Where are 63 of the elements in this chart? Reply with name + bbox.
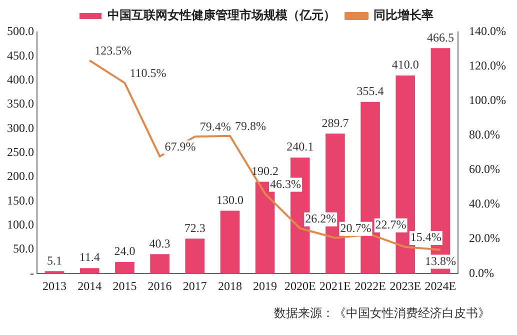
data-label: 410.0 [392,58,419,72]
data-label: 46.3% [270,176,302,191]
data-label: 289.7 [322,116,349,130]
data-label: 355.4 [356,84,384,98]
x-tick-label: 2015 [112,278,137,293]
bar [185,238,205,274]
data-label: 5.1 [47,253,62,268]
data-label: 11.4 [79,250,100,264]
y-tick-label: 150.0 [7,193,34,208]
x-tick-label: 2020E [284,278,316,293]
data-label: 466.5 [426,30,454,44]
x-tick-label: 2017 [182,278,207,293]
data-label: 79.4% [200,120,231,134]
bar [150,254,170,274]
data-label: 22.7% [375,218,406,232]
bar [80,268,100,274]
x-tick-label: 2013 [42,278,67,293]
data-label: 190.2 [252,164,279,178]
y2-tick-label: 0.0% [469,266,494,280]
x-tick-label: 2014 [78,278,102,293]
x-tick-label: 2022E [354,278,386,293]
y2-tick-label: 140.0% [469,24,506,38]
x-tick-label: 2016 [148,278,172,293]
y2-tick-label: 60.0% [469,162,500,176]
data-label: 72.3 [184,220,206,235]
y2-tick-label: 80.0% [469,128,500,142]
data-label: 110.5% [130,66,166,80]
y-tick-label: 350.0 [7,96,34,111]
bar [115,262,134,274]
bar [220,210,240,274]
data-label: 79.8% [234,119,266,134]
data-label: 40.3 [149,236,170,250]
legend-label: 同比增长率 [374,8,434,22]
legend-label: 中国互联网女性健康管理市场规模（亿元） [108,8,336,22]
data-label: 13.8% [424,254,456,268]
x-tick-label: 2024E [424,278,456,293]
data-label: 67.9% [164,140,196,154]
y-tick-label: 450.0 [7,48,34,62]
data-label: 130.0 [216,192,244,207]
y-tick-label: - [30,266,34,280]
data-label: 15.4% [410,230,442,244]
y2-tick-label: 20.0% [469,231,500,246]
data-label: 24.0 [114,244,136,258]
y-tick-label: 400.0 [7,72,34,86]
y2-tick-label: 100.0% [469,93,506,108]
x-tick-label: 2019 [253,278,278,293]
y-tick-label: 100.0 [7,217,34,232]
x-tick-label: 2018 [218,278,242,293]
x-tick-label: 2021E [320,278,351,293]
y-tick-label: 300.0 [7,120,34,135]
y-tick-label: 500.0 [7,24,34,38]
source-note: 数据来源：《中国女性消费经济白皮书》 [273,305,490,322]
y-tick-label: 200.0 [7,169,34,184]
data-label: 123.5% [94,44,132,58]
data-label: 20.7% [340,221,372,236]
data-label: 240.1 [286,140,314,154]
y-tick-label: 250.0 [7,144,34,159]
y-tick-label: 50.0 [13,242,34,256]
bar [44,271,64,274]
x-tick-label: 2023E [390,278,422,293]
y2-tick-label: 120.0% [469,58,506,73]
data-label: 26.2% [305,212,336,226]
y2-tick-label: 40.0% [469,196,500,211]
